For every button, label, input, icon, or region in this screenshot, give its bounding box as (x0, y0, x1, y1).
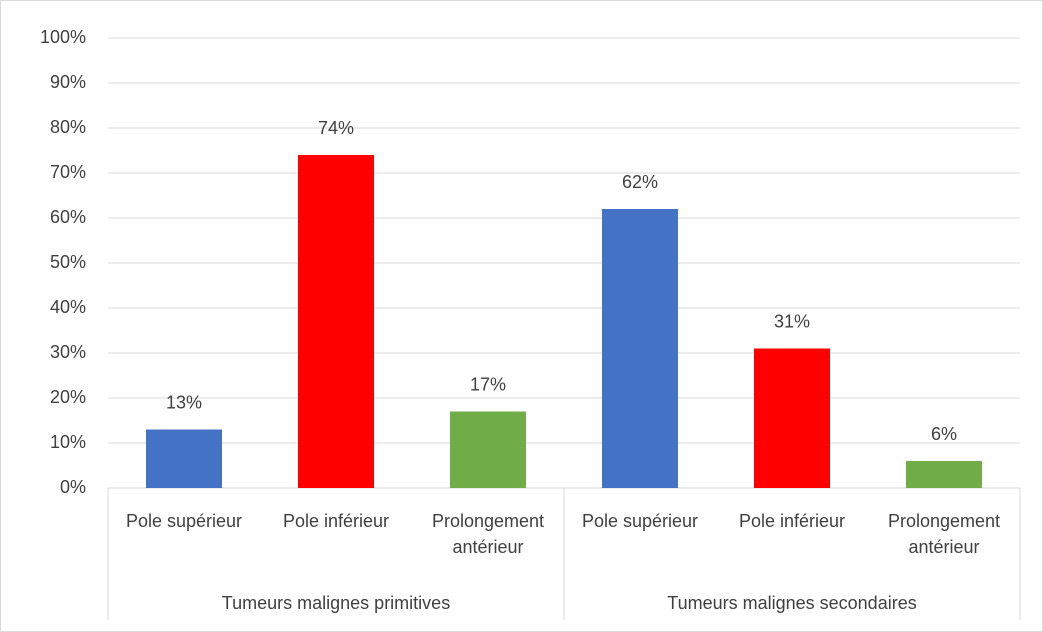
data-label: 6% (931, 424, 957, 444)
data-label: 17% (470, 374, 506, 394)
y-tick-label: 90% (50, 72, 86, 92)
bar (450, 411, 526, 488)
group-label: Tumeurs malignes secondaires (667, 593, 916, 613)
y-tick-label: 0% (60, 477, 86, 497)
bar (602, 209, 678, 488)
y-tick-label: 50% (50, 252, 86, 272)
x-tick-label: Pole inférieur (738, 511, 846, 531)
data-label: 74% (318, 118, 354, 138)
y-tick-label: 100% (40, 27, 86, 47)
bar (754, 348, 830, 488)
bar (298, 155, 374, 488)
y-tick-label: 40% (50, 297, 86, 317)
bar (906, 461, 982, 488)
y-tick-label: 70% (50, 162, 86, 182)
data-label: 62% (622, 172, 658, 192)
x-tick-label: Pole supérieur (125, 511, 243, 531)
x-tick-label: Pole supérieur (581, 511, 699, 531)
y-tick-label: 30% (50, 342, 86, 362)
x-tick-label: Prolongement antérieur (431, 511, 545, 557)
y-tick-label: 20% (50, 387, 86, 407)
group-label: Tumeurs malignes primitives (222, 593, 450, 613)
bar (146, 429, 222, 488)
data-label: 31% (774, 311, 810, 331)
y-tick-label: 80% (50, 117, 86, 137)
y-tick-label: 10% (50, 432, 86, 452)
y-tick-label: 60% (50, 207, 86, 227)
x-tick-label: Prolongement antérieur (887, 511, 1001, 557)
x-tick-label: Pole inférieur (282, 511, 390, 531)
data-label: 13% (166, 392, 202, 412)
